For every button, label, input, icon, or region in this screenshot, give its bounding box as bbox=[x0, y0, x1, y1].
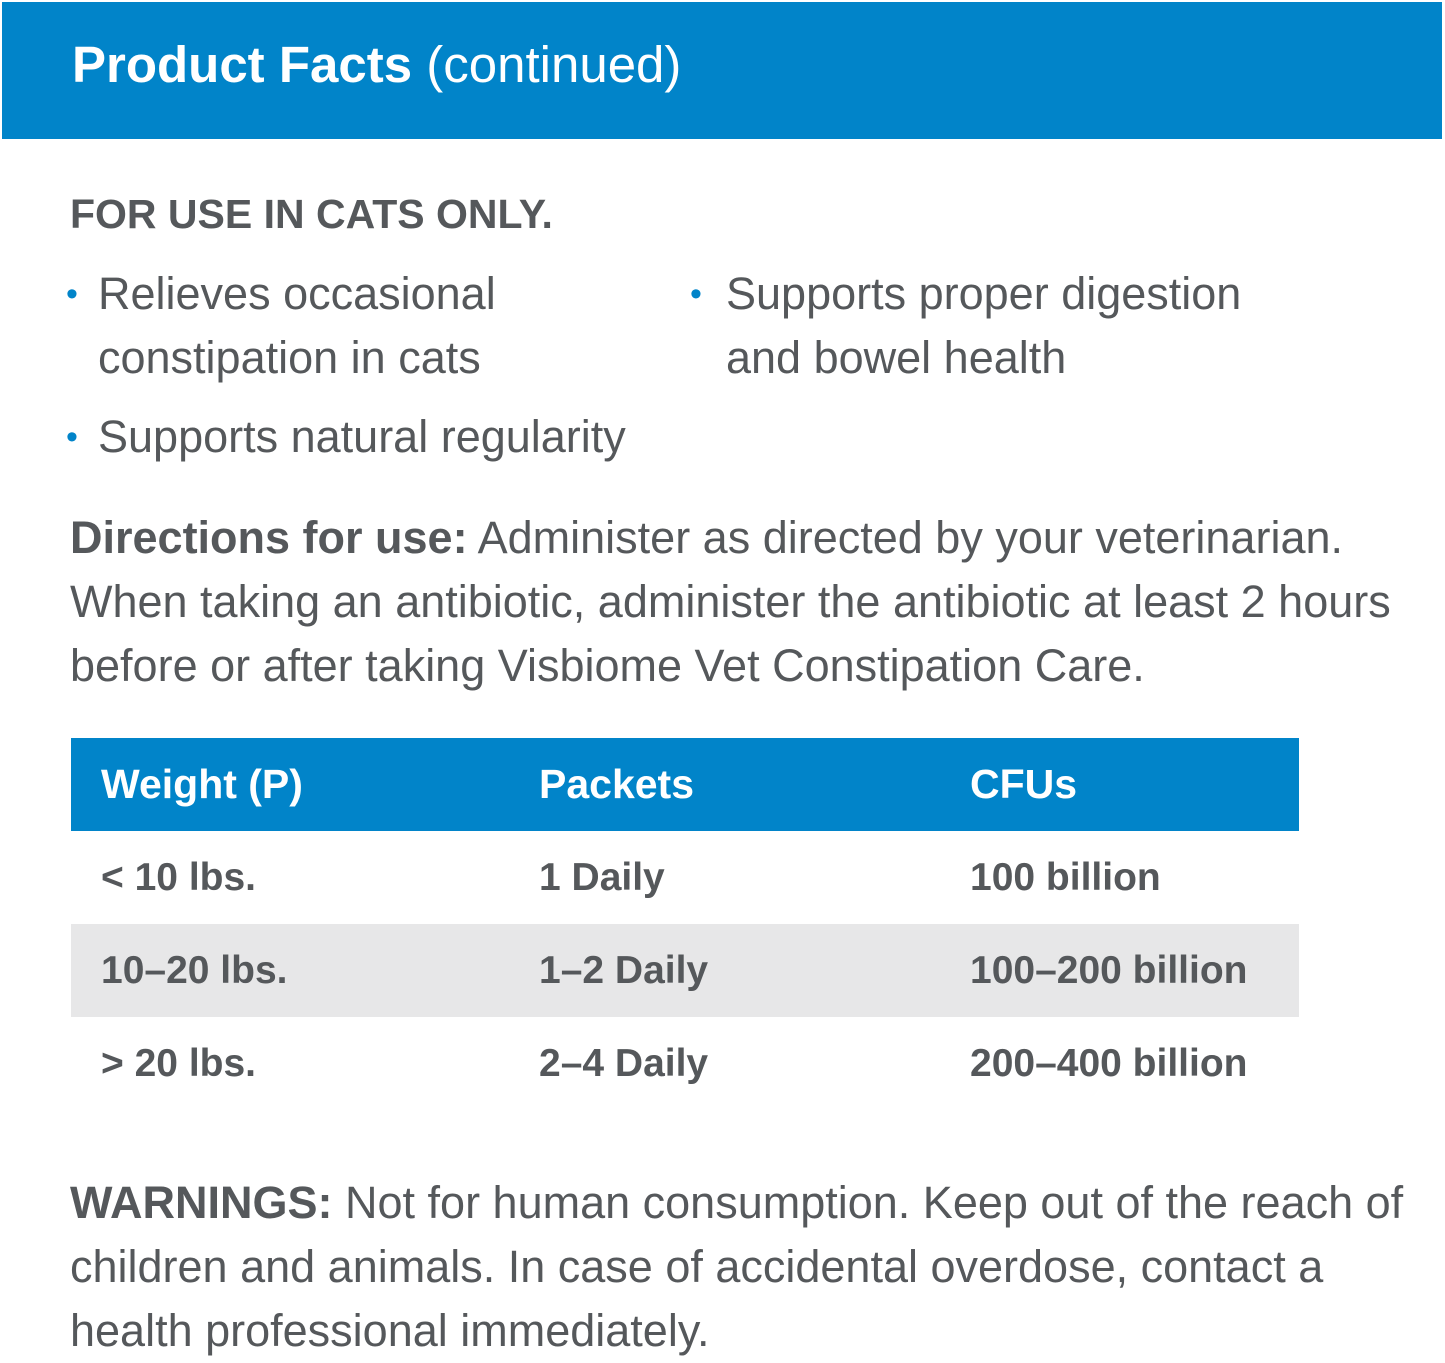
bullet-icon: • bbox=[66, 418, 78, 456]
benefit-text: Supports natural regularity bbox=[98, 405, 626, 469]
table-row: > 20 lbs. 2–4 Daily 200–400 billion bbox=[71, 1017, 1299, 1110]
bullet-icon: • bbox=[690, 275, 702, 313]
cell-cfus: 200–400 billion bbox=[970, 1041, 1248, 1085]
benefit-line: constipation in cats bbox=[98, 332, 481, 383]
benefit-text: Supports proper digestion and bowel healt… bbox=[726, 262, 1241, 390]
directions-label: Directions for use: bbox=[70, 512, 468, 563]
table-header-row: Weight (P) Packets CFUs bbox=[71, 738, 1299, 831]
benefit-text: Relieves occasional constipation in cats bbox=[98, 262, 496, 390]
cell-weight: < 10 lbs. bbox=[101, 855, 257, 899]
cell-packets: 1 Daily bbox=[539, 855, 665, 899]
benefit-item: • Supports natural regularity bbox=[66, 405, 666, 469]
warnings-paragraph: WARNINGS: Not for human consumption. Kee… bbox=[70, 1171, 1410, 1363]
table-row: 10–20 lbs. 1–2 Daily 100–200 billion bbox=[71, 924, 1299, 1017]
page-title-main: Product Facts bbox=[72, 36, 413, 93]
benefit-line: and bowel health bbox=[726, 332, 1067, 383]
warnings-label: WARNINGS: bbox=[70, 1177, 333, 1228]
header-bar: Product Facts (continued) bbox=[2, 2, 1442, 139]
cell-cfus: 100 billion bbox=[970, 855, 1161, 899]
cell-weight: > 20 lbs. bbox=[101, 1041, 257, 1085]
benefit-line: Supports natural regularity bbox=[98, 411, 626, 462]
page-title-suffix: (continued) bbox=[426, 36, 682, 93]
column-header-packets: Packets bbox=[509, 738, 940, 831]
dosage-table: Weight (P) Packets CFUs < 10 lbs. 1 Dail… bbox=[71, 738, 1299, 1110]
column-header-weight: Weight (P) bbox=[71, 738, 509, 831]
cell-weight: 10–20 lbs. bbox=[71, 924, 509, 1017]
column-header-cfus: CFUs bbox=[940, 738, 1299, 831]
benefit-item: • Supports proper digestion and bowel hea… bbox=[690, 262, 1310, 392]
benefit-item: • Relieves occasional constipation in cat… bbox=[66, 262, 626, 392]
directions-paragraph: Directions for use: Administer as direct… bbox=[70, 506, 1410, 698]
benefit-line: Supports proper digestion bbox=[726, 268, 1242, 319]
warnings-text: Not for human consumption. Keep out of t… bbox=[70, 1177, 1404, 1356]
directions-text: Administer as directed by your veterinar… bbox=[70, 512, 1391, 691]
benefit-line: Relieves occasional bbox=[98, 268, 496, 319]
cell-cfus: 100–200 billion bbox=[940, 924, 1299, 1017]
species-notice: FOR USE IN CATS ONLY. bbox=[70, 191, 553, 237]
table-row: < 10 lbs. 1 Daily 100 billion bbox=[71, 831, 1299, 924]
bullet-icon: • bbox=[66, 275, 78, 313]
cell-packets: 1–2 Daily bbox=[509, 924, 940, 1017]
page-title: Product Facts (continued) bbox=[72, 34, 681, 95]
cell-packets: 2–4 Daily bbox=[539, 1041, 709, 1085]
